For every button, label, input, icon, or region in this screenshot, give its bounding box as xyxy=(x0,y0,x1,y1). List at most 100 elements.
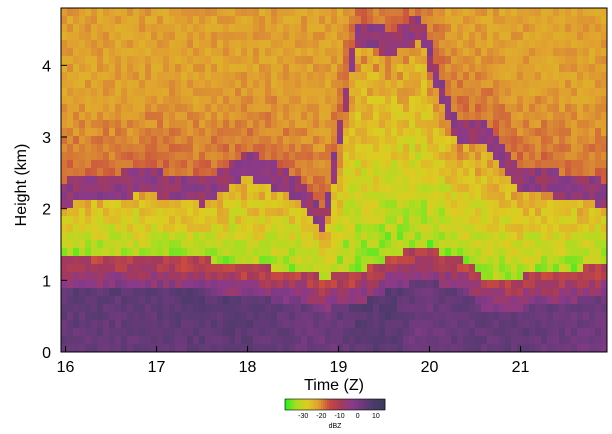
heatmap-cell xyxy=(217,144,223,152)
heatmap-cell xyxy=(499,56,505,64)
heatmap-cell xyxy=(343,240,349,248)
heatmap-cell xyxy=(571,312,577,320)
heatmap-cell xyxy=(205,56,211,64)
heatmap-cell xyxy=(193,128,199,136)
heatmap-cell xyxy=(313,120,319,128)
heatmap-cell xyxy=(325,344,331,352)
heatmap-cell xyxy=(421,80,427,88)
heatmap-cell xyxy=(397,304,403,312)
heatmap-cell xyxy=(421,104,427,112)
heatmap-cell xyxy=(595,232,601,240)
heatmap-cell xyxy=(571,200,577,208)
heatmap-cell xyxy=(589,280,595,288)
heatmap-cell xyxy=(541,104,547,112)
heatmap-cell xyxy=(61,336,67,344)
heatmap-cell xyxy=(565,272,571,280)
heatmap-cell xyxy=(355,16,361,24)
heatmap-cell xyxy=(397,216,403,224)
heatmap-cell xyxy=(373,232,379,240)
heatmap-cell xyxy=(217,232,223,240)
heatmap-cell xyxy=(355,40,361,48)
heatmap-cell xyxy=(559,248,565,256)
heatmap-cell xyxy=(445,208,451,216)
heatmap-cell xyxy=(463,288,469,296)
heatmap-cell xyxy=(385,136,391,144)
heatmap-cell xyxy=(145,112,151,120)
heatmap-cell xyxy=(553,96,559,104)
heatmap-cell xyxy=(217,104,223,112)
heatmap-cell xyxy=(511,32,517,40)
heatmap-cell xyxy=(199,344,205,352)
heatmap-cell xyxy=(409,8,415,16)
heatmap-cell xyxy=(187,280,193,288)
heatmap-cell xyxy=(85,200,91,208)
heatmap-cell xyxy=(205,8,211,16)
heatmap-cell xyxy=(547,192,553,200)
heatmap-cell xyxy=(181,256,187,264)
heatmap-cell xyxy=(241,128,247,136)
heatmap-cell xyxy=(445,24,451,32)
colorbar-swatch xyxy=(335,399,338,410)
heatmap-cell xyxy=(439,24,445,32)
heatmap-cell xyxy=(367,48,373,56)
heatmap-cell xyxy=(115,312,121,320)
heatmap-cell xyxy=(145,120,151,128)
heatmap-cell xyxy=(379,168,385,176)
heatmap-cell xyxy=(259,120,265,128)
heatmap-cell xyxy=(397,168,403,176)
heatmap-cell xyxy=(337,72,343,80)
heatmap-cell xyxy=(379,216,385,224)
heatmap-cell xyxy=(223,160,229,168)
heatmap-cell xyxy=(277,56,283,64)
heatmap-cell xyxy=(451,312,457,320)
heatmap-cell xyxy=(583,8,589,16)
heatmap-cell xyxy=(379,104,385,112)
heatmap-cell xyxy=(451,336,457,344)
heatmap-cell xyxy=(487,312,493,320)
heatmap-cell xyxy=(523,216,529,224)
heatmap-cell xyxy=(169,128,175,136)
heatmap-cell xyxy=(295,176,301,184)
heatmap-cell xyxy=(409,80,415,88)
heatmap-cell xyxy=(139,336,145,344)
heatmap-cell xyxy=(535,136,541,144)
heatmap-cell xyxy=(493,120,499,128)
heatmap-cell xyxy=(457,280,463,288)
heatmap-cell xyxy=(319,144,325,152)
heatmap-cell xyxy=(307,192,313,200)
heatmap-cell xyxy=(217,80,223,88)
heatmap-cell xyxy=(151,8,157,16)
heatmap-cell xyxy=(469,240,475,248)
heatmap-cell xyxy=(265,120,271,128)
heatmap-cell xyxy=(355,72,361,80)
heatmap-cell xyxy=(445,328,451,336)
heatmap-cell xyxy=(493,112,499,120)
heatmap-cell xyxy=(481,48,487,56)
heatmap-cell xyxy=(181,312,187,320)
heatmap-cell xyxy=(313,240,319,248)
heatmap-cell xyxy=(409,96,415,104)
heatmap-cell xyxy=(85,336,91,344)
heatmap-cell xyxy=(469,176,475,184)
heatmap-cell xyxy=(391,232,397,240)
heatmap-cell xyxy=(277,160,283,168)
heatmap-cell xyxy=(181,200,187,208)
heatmap-cell xyxy=(103,328,109,336)
heatmap-cell xyxy=(187,160,193,168)
heatmap-cell xyxy=(163,96,169,104)
heatmap-cell xyxy=(397,200,403,208)
heatmap-cell xyxy=(301,232,307,240)
heatmap-cell xyxy=(451,232,457,240)
heatmap-cell xyxy=(319,248,325,256)
heatmap-cell xyxy=(409,32,415,40)
heatmap-cell xyxy=(175,176,181,184)
heatmap-cell xyxy=(271,176,277,184)
heatmap-cell xyxy=(361,200,367,208)
heatmap-cell xyxy=(241,112,247,120)
heatmap-cell xyxy=(61,312,67,320)
heatmap-cell xyxy=(235,272,241,280)
heatmap-cell xyxy=(229,16,235,24)
heatmap-cell xyxy=(547,120,553,128)
heatmap-cell xyxy=(103,320,109,328)
heatmap-cell xyxy=(73,264,79,272)
